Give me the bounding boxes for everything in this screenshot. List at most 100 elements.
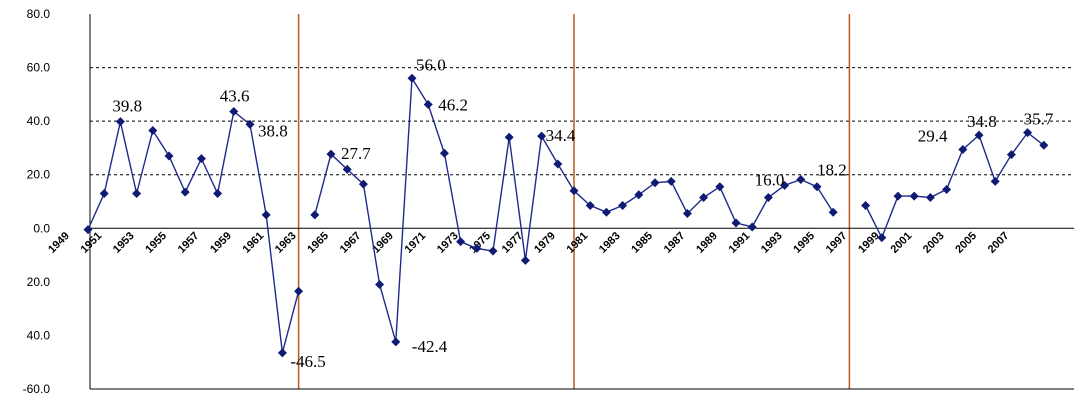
data-point <box>618 201 628 211</box>
data-point <box>974 130 984 140</box>
data-point <box>358 179 368 189</box>
data-point <box>553 159 563 169</box>
data-point <box>277 348 287 358</box>
data-point <box>326 149 336 159</box>
data-point <box>196 154 206 164</box>
data-point <box>213 188 223 198</box>
data-point <box>763 192 773 202</box>
gridlines <box>90 67 1074 176</box>
y-tick-label: 60.0 <box>27 61 51 75</box>
data-point <box>812 182 822 192</box>
x-tick-label: 2001 <box>889 230 915 256</box>
y-tick-label: 20.0 <box>27 275 51 289</box>
data-point <box>796 175 806 185</box>
x-tick-label: 1961 <box>241 230 267 256</box>
data-point <box>715 182 725 192</box>
data-point <box>99 188 109 198</box>
data-point <box>115 117 125 127</box>
data-label: 18.2 <box>817 161 847 180</box>
data-point <box>990 176 1000 186</box>
x-tick-label: 1973 <box>435 230 461 256</box>
x-tick-label: 1987 <box>662 230 688 256</box>
x-tick-label: 1983 <box>597 230 623 256</box>
data-point <box>423 100 433 110</box>
x-tick-label: 1957 <box>176 230 202 256</box>
data-point <box>472 243 482 253</box>
x-tick-label: 1993 <box>759 230 785 256</box>
data-point <box>294 286 304 296</box>
data-point <box>893 191 903 201</box>
data-series <box>83 73 1049 358</box>
data-label: -42.4 <box>412 337 448 356</box>
x-tick-label: 1971 <box>403 230 429 256</box>
series-line <box>864 131 1045 240</box>
data-point <box>488 246 498 256</box>
data-labels: 39.8 43.6 38.8 -46.5 27.7 -42.4 56.0 46.2 34.4 16… <box>112 55 1053 371</box>
y-tick-label: 80.0 <box>27 7 51 21</box>
data-point <box>909 191 919 201</box>
x-tick-label: 1967 <box>338 230 364 256</box>
data-point <box>634 190 644 200</box>
data-label: 56.0 <box>416 55 446 74</box>
data-point <box>861 201 871 211</box>
data-point <box>958 145 968 155</box>
data-point <box>1006 150 1016 160</box>
data-label: 38.8 <box>258 121 288 140</box>
data-point <box>1023 128 1033 138</box>
data-point <box>601 207 611 217</box>
data-point <box>942 184 952 194</box>
x-tick-label: 1981 <box>565 230 591 256</box>
data-point <box>1039 140 1049 150</box>
data-point <box>407 73 417 83</box>
data-point <box>342 164 352 174</box>
data-point <box>747 222 757 232</box>
data-point <box>180 187 190 197</box>
data-label: 27.7 <box>341 144 371 163</box>
data-point <box>682 209 692 219</box>
data-point <box>83 225 93 235</box>
x-tick-label: 1985 <box>629 230 655 256</box>
x-tick-label: 1959 <box>208 230 234 256</box>
data-point <box>310 210 320 220</box>
x-tick-label: 1979 <box>532 230 558 256</box>
data-point <box>261 210 271 220</box>
x-tick-label: 1965 <box>305 230 331 256</box>
data-point <box>828 207 838 217</box>
x-tick-label: 1963 <box>273 230 299 256</box>
data-point <box>456 237 466 247</box>
data-label: 46.2 <box>438 96 468 115</box>
y-tick-label: 20.0 <box>27 168 51 182</box>
data-point <box>391 337 401 347</box>
data-point <box>780 180 790 190</box>
data-label: 43.6 <box>220 87 250 106</box>
x-tick-label: 1975 <box>467 230 493 256</box>
x-tick-label: 1989 <box>694 230 720 256</box>
x-tick-label: 1953 <box>111 230 137 256</box>
data-label: -46.5 <box>290 352 325 371</box>
x-tick-label: 1997 <box>824 230 850 256</box>
x-tick-label: 1951 <box>79 230 105 256</box>
x-tick-label: 1955 <box>143 230 169 256</box>
data-point <box>504 132 514 142</box>
data-label: 34.8 <box>967 112 997 131</box>
data-label: 35.7 <box>1024 110 1054 129</box>
data-point <box>877 233 887 243</box>
data-point <box>439 148 449 158</box>
data-point <box>537 131 547 141</box>
y-tick-label: 40.0 <box>27 114 51 128</box>
x-tick-label: 1995 <box>791 230 817 256</box>
y-tick-labels: 80.0 60.0 40.0 20.0 0.0 20.0 40.0 -60.0 <box>23 7 51 394</box>
x-tick-label: 1991 <box>727 230 753 256</box>
data-point <box>569 186 579 196</box>
period-dividers <box>297 14 851 389</box>
data-point <box>148 126 158 136</box>
x-tick-label: 1999 <box>856 230 882 256</box>
x-tick-label: 2003 <box>921 230 947 256</box>
data-point <box>585 201 595 211</box>
data-point <box>699 192 709 202</box>
data-point <box>520 255 530 265</box>
series-line <box>87 110 300 353</box>
data-point <box>132 188 142 198</box>
data-point <box>375 280 385 290</box>
